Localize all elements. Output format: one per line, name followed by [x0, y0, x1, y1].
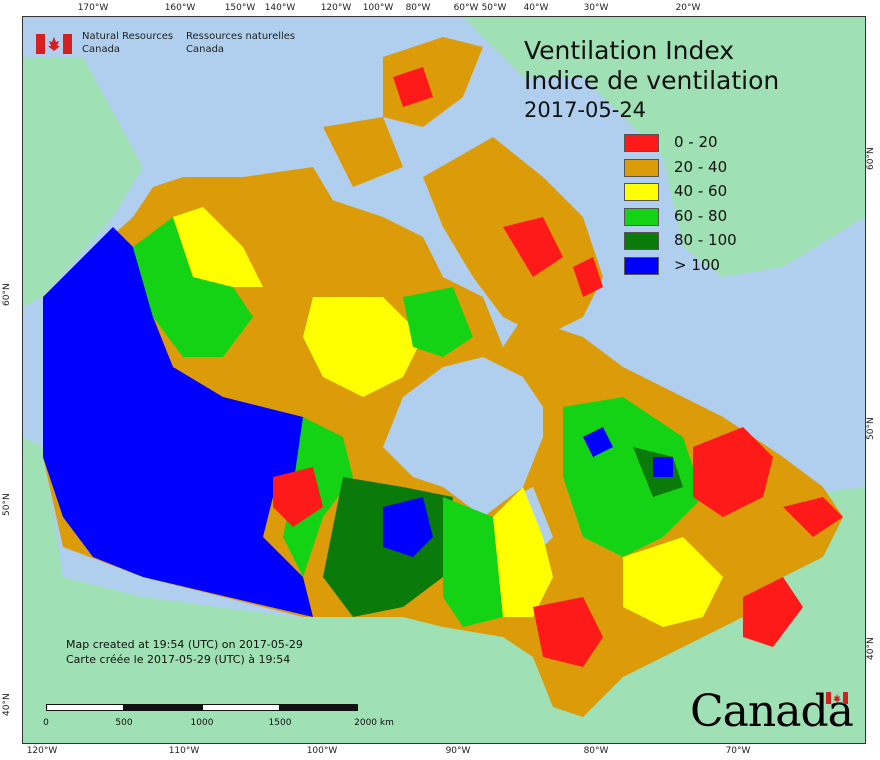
- scale-label: 1500: [268, 718, 292, 728]
- scale-label: 500: [115, 718, 133, 728]
- legend-label: > 100: [674, 255, 720, 274]
- blue-prairie: [383, 497, 433, 557]
- graticule-bottom-label: 70°W: [725, 746, 751, 756]
- graticule-top-label: 170°W: [77, 3, 109, 13]
- red-baffin: [503, 217, 563, 277]
- graticule-right-label: 50°N: [866, 417, 876, 440]
- ventilation-map[interactable]: [23, 17, 865, 743]
- scale-segment: [46, 704, 124, 711]
- title-date: 2017-05-24: [524, 98, 647, 122]
- graticule-bottom-label: 90°W: [445, 746, 471, 756]
- green-band-west: [133, 217, 253, 357]
- graticule-left-label: 60°N: [2, 283, 12, 306]
- graticule-left-label: 50°N: [2, 493, 12, 516]
- legend-swatch: [624, 207, 659, 226]
- scale-label: 0: [43, 718, 49, 728]
- red-alberta: [273, 467, 323, 527]
- alaska-land: [23, 57, 143, 307]
- graticule-top-label: 100°W: [362, 3, 394, 13]
- red-newfoundland: [743, 577, 803, 647]
- red-baffin-2: [573, 257, 603, 297]
- scale-label: 1000: [190, 718, 214, 728]
- agency-french: Ressources naturelles Canada: [186, 30, 346, 56]
- red-ellesmere: [393, 67, 433, 107]
- hudson-bay: [383, 357, 543, 517]
- graticule-top-label: 60°W: [453, 3, 479, 13]
- legend-label: 20 - 40: [674, 157, 728, 176]
- legend-label: 40 - 60: [674, 182, 728, 201]
- yellow-band-west: [173, 207, 263, 287]
- scale-segment: [202, 704, 280, 711]
- greenland-land: [463, 17, 865, 277]
- map-frame[interactable]: [22, 16, 866, 744]
- legend-swatch: [624, 232, 659, 251]
- legend-label: 80 - 100: [674, 231, 737, 250]
- graticule-right-label: 40°N: [866, 637, 876, 660]
- graticule-bottom-label: 110°W: [168, 746, 200, 756]
- blue-quebec-1: [583, 427, 613, 457]
- credit-english: Map created at 19:54 (UTC) on 2017-05-29: [66, 638, 303, 651]
- red-ontario: [533, 597, 603, 667]
- graticule-top-label: 150°W: [224, 3, 256, 13]
- graticule-right-label: 60°N: [866, 147, 876, 170]
- agency-french-line1: Ressources naturelles: [186, 31, 296, 42]
- arctic-island-2: [323, 117, 403, 187]
- graticule-top-label: 30°W: [583, 3, 609, 13]
- red-labrador: [693, 427, 773, 517]
- blue-quebec-2: [653, 457, 673, 477]
- graticule-top-label: 140°W: [264, 3, 296, 13]
- legend-swatch: [624, 158, 659, 177]
- yellow-nwt: [303, 297, 423, 397]
- yellow-ontario: [493, 487, 553, 617]
- agency-english: Natural Resources Canada: [82, 30, 232, 56]
- graticule-top-label: 160°W: [164, 3, 196, 13]
- agency-english-line1: Natural Resources: [82, 31, 174, 42]
- legend-swatch: [624, 183, 659, 202]
- map-title: Ventilation Index Indice de ventilation …: [524, 36, 779, 124]
- graticule-top-label: 20°W: [675, 3, 701, 13]
- graticule-top-label: 120°W: [320, 3, 352, 13]
- graticule-bottom-label: 80°W: [583, 746, 609, 756]
- graticule-bottom-label: 100°W: [306, 746, 338, 756]
- graticule-left-label: 40°N: [2, 693, 12, 716]
- agency-english-line2: Canada: [82, 44, 121, 55]
- scale-segment: [280, 704, 358, 711]
- graticule-top-label: 80°W: [405, 3, 431, 13]
- legend-swatch: [624, 134, 659, 152]
- green-nunavut: [403, 287, 473, 357]
- graticule-top-label: 40°W: [523, 3, 549, 13]
- graticule-bottom-label: 120°W: [26, 746, 58, 756]
- map-credits: Map created at 19:54 (UTC) on 2017-05-29…: [66, 638, 303, 667]
- graticule-top-label: 50°W: [481, 3, 507, 13]
- agency-french-line2: Canada: [186, 44, 225, 55]
- blue-region: [43, 227, 323, 617]
- legend-label: 60 - 80: [674, 206, 728, 225]
- title-french: Indice de ventilation: [524, 66, 780, 95]
- scale-label: 2000 km: [354, 718, 394, 728]
- legend-swatch: [624, 256, 659, 275]
- yellow-east: [623, 537, 723, 627]
- red-maritimes: [783, 497, 843, 537]
- legend-label: 0 - 20: [674, 133, 718, 151]
- credit-french: Carte créée le 2017-05-29 (UTC) à 19:54: [66, 652, 291, 666]
- title-english: Ventilation Index: [524, 36, 735, 65]
- wordmark-flag-icon: [826, 692, 848, 704]
- scale-segment: [124, 704, 202, 711]
- victoria-island: [243, 167, 343, 257]
- canada-flag-icon: [36, 34, 72, 54]
